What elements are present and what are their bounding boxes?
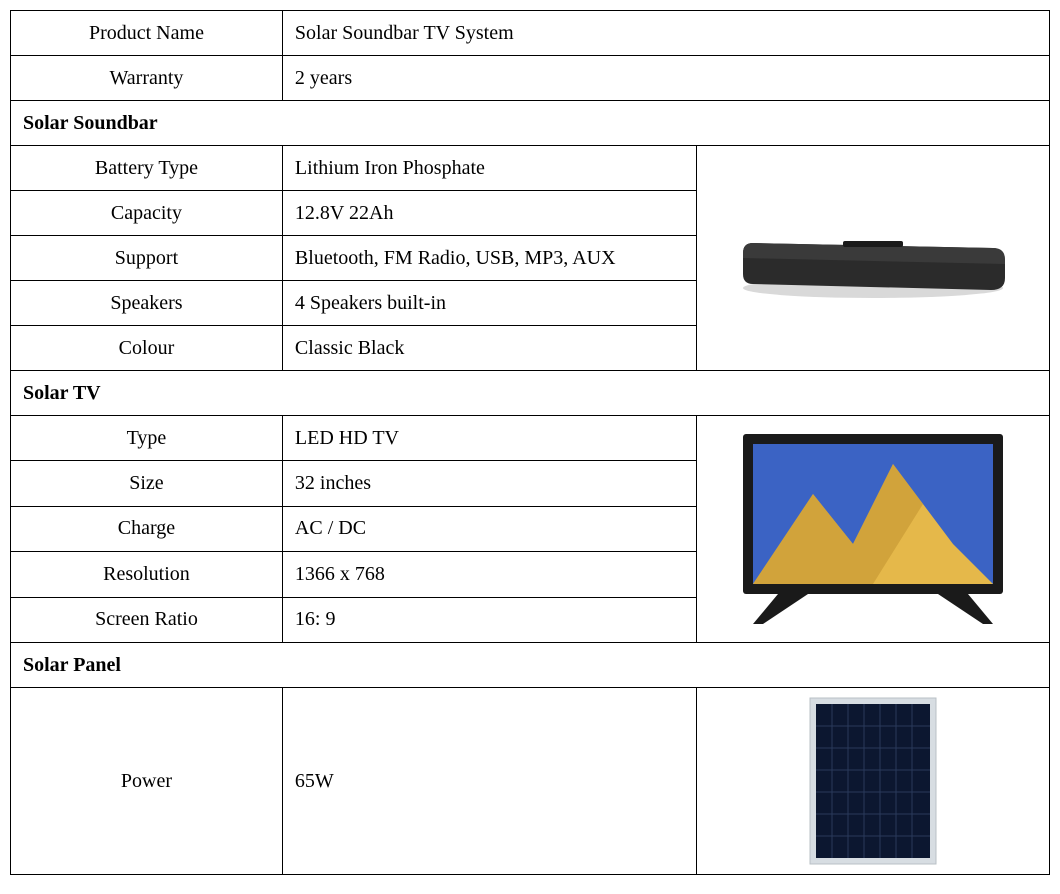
value-capacity: 12.8V 22Ah [282,191,696,236]
label-tv-charge: Charge [11,506,283,551]
tv-icon [723,424,1023,634]
value-warranty: 2 years [282,56,1049,101]
label-support: Support [11,236,283,281]
label-speakers: Speakers [11,281,283,326]
value-tv-ratio: 16: 9 [282,597,696,642]
image-cell-panel [696,688,1049,875]
section-header-soundbar: Solar Soundbar [11,101,1050,146]
label-capacity: Capacity [11,191,283,236]
label-panel-power: Power [11,688,283,875]
spec-table: Product Name Solar Soundbar TV System Wa… [10,10,1050,875]
row-panel-0: Power 65W [11,688,1050,875]
value-battery-type: Lithium Iron Phosphate [282,146,696,191]
value-tv-size: 32 inches [282,461,696,506]
image-cell-tv [696,416,1049,643]
soundbar-icon [723,198,1023,318]
section-title-tv: Solar TV [11,371,1050,416]
label-battery-type: Battery Type [11,146,283,191]
section-title-panel: Solar Panel [11,643,1050,688]
row-product-name: Product Name Solar Soundbar TV System [11,11,1050,56]
row-warranty: Warranty 2 years [11,56,1050,101]
value-speakers: 4 Speakers built-in [282,281,696,326]
section-title-soundbar: Solar Soundbar [11,101,1050,146]
value-colour: Classic Black [282,326,696,371]
solar-panel-icon [808,696,938,866]
label-tv-size: Size [11,461,283,506]
row-tv-0: Type LED HD TV [11,416,1050,461]
label-tv-resolution: Resolution [11,552,283,597]
section-header-panel: Solar Panel [11,643,1050,688]
value-panel-power: 65W [282,688,696,875]
label-colour: Colour [11,326,283,371]
image-cell-soundbar [696,146,1049,371]
section-header-tv: Solar TV [11,371,1050,416]
value-support: Bluetooth, FM Radio, USB, MP3, AUX [282,236,696,281]
value-tv-type: LED HD TV [282,416,696,461]
label-tv-ratio: Screen Ratio [11,597,283,642]
label-product-name: Product Name [11,11,283,56]
label-warranty: Warranty [11,56,283,101]
row-soundbar-0: Battery Type Lithium Iron Phosphate [11,146,1050,191]
value-tv-resolution: 1366 x 768 [282,552,696,597]
label-tv-type: Type [11,416,283,461]
value-product-name: Solar Soundbar TV System [282,11,1049,56]
value-tv-charge: AC / DC [282,506,696,551]
